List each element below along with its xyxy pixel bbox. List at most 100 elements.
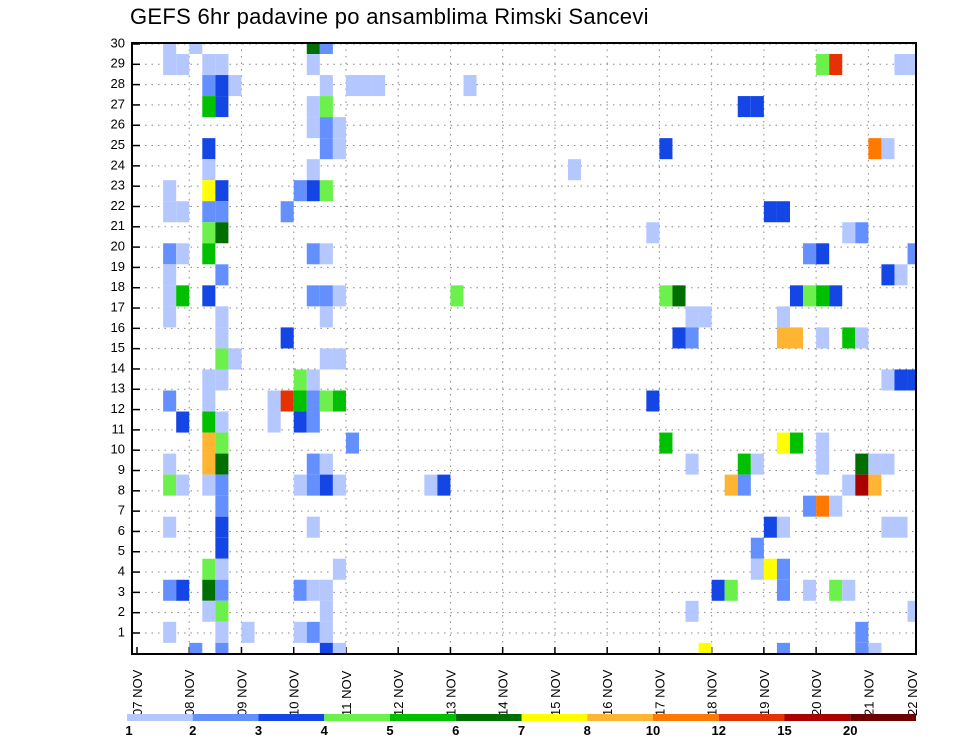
heatmap-cell [659, 432, 673, 454]
heatmap-cell [750, 96, 764, 118]
heatmap-cell [763, 558, 777, 580]
heatmap-cell [868, 474, 882, 496]
heatmap-cell [816, 453, 830, 475]
y-tick-label: 28 [111, 76, 125, 91]
heatmap-cell [293, 390, 307, 412]
heatmap-cell [437, 474, 451, 496]
heatmap-cell [215, 222, 229, 244]
heatmap-cell [776, 579, 790, 601]
heatmap-cell [319, 642, 333, 654]
heatmap-cell [189, 642, 203, 654]
x-tick-label: 08 NOV [182, 669, 197, 716]
y-tick-label: 8 [118, 482, 125, 497]
heatmap-cell [332, 474, 346, 496]
heatmap-cell [293, 411, 307, 433]
legend-color-swatch [653, 714, 719, 721]
heatmap-cell [907, 600, 916, 622]
heatmap-cell [724, 474, 738, 496]
heatmap-cell [215, 180, 229, 202]
heatmap-cell [829, 495, 843, 517]
x-tick-label: 17 NOV [652, 669, 667, 716]
heatmap-cell [829, 54, 843, 76]
heatmap-cell [267, 390, 281, 412]
heatmap-cell [685, 600, 699, 622]
heatmap-cell [176, 243, 190, 265]
heatmap-cell [319, 180, 333, 202]
heatmap-cell [176, 579, 190, 601]
heatmap-cell [306, 579, 320, 601]
heatmap-cell [829, 285, 843, 307]
y-tick-label: 26 [111, 117, 125, 132]
heatmap-cell [202, 138, 216, 160]
y-tick-label: 23 [111, 178, 125, 193]
heatmap-cell [463, 75, 477, 97]
legend-label: 1 [125, 723, 132, 738]
heatmap-cell [163, 180, 177, 202]
heatmap-cell [737, 96, 751, 118]
heatmap-cell [724, 579, 738, 601]
heatmap-cell [319, 43, 333, 55]
heatmap-cell [345, 75, 360, 97]
heatmap-cell [842, 474, 856, 496]
heatmap-cell [776, 642, 790, 654]
legend-label: 7 [518, 723, 525, 738]
heatmap-cell [776, 432, 790, 454]
legend-color-swatch [390, 714, 456, 721]
heatmap-cell [816, 285, 830, 307]
heatmap-cell [215, 495, 229, 517]
heatmap-cell [215, 579, 229, 601]
heatmap-cell [750, 558, 764, 580]
heatmap-cell [776, 516, 790, 538]
legend-label: 5 [386, 723, 393, 738]
x-tick-label: 22 NOV [905, 669, 920, 716]
heatmap-cell [881, 369, 895, 391]
heatmap-cell [215, 201, 229, 223]
y-tick-label: 24 [111, 157, 125, 172]
y-tick-label: 11 [112, 421, 126, 436]
heatmap-cell [881, 138, 895, 160]
heatmap-cell [215, 54, 229, 76]
legend-color-swatch [455, 714, 522, 721]
heatmap-cell [267, 411, 281, 433]
heatmap-cell [215, 432, 229, 454]
heatmap-cell [202, 369, 216, 391]
heatmap-cell [894, 54, 908, 76]
heatmap-cell [763, 201, 777, 223]
heatmap-cell [332, 348, 346, 370]
legend-color-swatch [521, 714, 588, 721]
heatmap-cell [790, 327, 804, 349]
heatmap-cell [293, 369, 307, 391]
heatmap-cell [803, 579, 817, 601]
heatmap-cell [306, 411, 320, 433]
heatmap-cell [202, 600, 216, 622]
heatmap-cell [280, 327, 294, 349]
chart-title: GEFS 6hr padavine po ansamblima Rimski S… [130, 4, 649, 29]
heatmap-cell [163, 474, 177, 496]
heatmap-cell [790, 432, 804, 454]
heatmap-cell [868, 642, 882, 654]
heatmap-cell [319, 285, 333, 307]
y-tick-label: 30 [111, 35, 125, 50]
heatmap-cell [215, 348, 229, 370]
heatmap-cell [319, 453, 333, 475]
heatmap-cell [306, 180, 320, 202]
heatmap-cell [776, 201, 790, 223]
x-tick-label: 14 NOV [496, 669, 511, 716]
heatmap-cell [685, 306, 699, 328]
heatmap-cell [202, 453, 216, 475]
heatmap-cell [202, 180, 216, 202]
heatmap-cell [881, 453, 895, 475]
heatmap-cell [894, 264, 908, 286]
legend-label: 6 [452, 723, 459, 738]
legend-color-swatch [784, 714, 851, 721]
heatmap-cell [202, 390, 216, 412]
y-tick-label: 25 [111, 137, 125, 152]
heatmap-cell [319, 96, 333, 118]
legend-color-swatch [258, 714, 325, 721]
heatmap-cell [163, 264, 177, 286]
y-tick-label: 17 [111, 299, 125, 314]
heatmap-cell [829, 579, 843, 601]
heatmap-cell [228, 348, 242, 370]
heatmap-cell [215, 474, 229, 496]
legend-label: 20 [843, 723, 857, 738]
